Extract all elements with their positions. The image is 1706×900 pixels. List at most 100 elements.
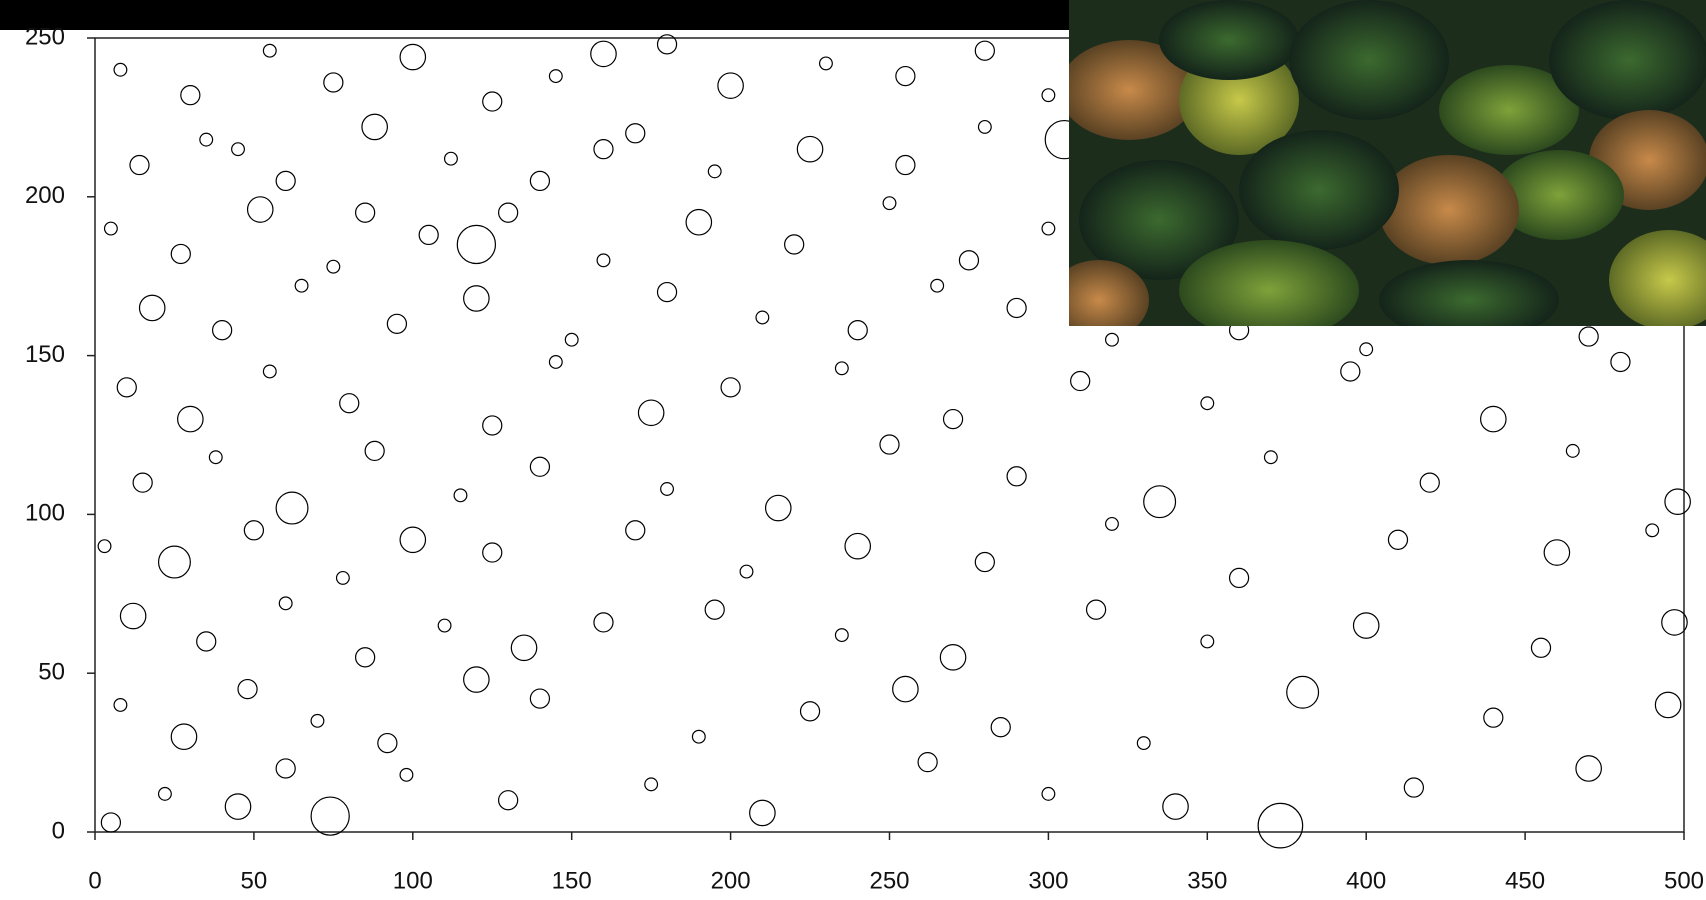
tree-crown bbox=[419, 225, 438, 244]
x-tick-label: 300 bbox=[1028, 867, 1068, 894]
tree-crown bbox=[159, 546, 191, 578]
x-tick-label: 250 bbox=[869, 867, 909, 894]
tree-crown bbox=[594, 140, 613, 159]
tree-crown bbox=[120, 603, 145, 628]
tree-crown bbox=[483, 92, 502, 111]
tree-crown bbox=[820, 57, 833, 70]
tree-crown bbox=[232, 143, 245, 156]
x-tick-label: 100 bbox=[393, 867, 433, 894]
tree-crown bbox=[105, 222, 118, 235]
tree-crown bbox=[718, 73, 743, 98]
tree-crown bbox=[594, 613, 613, 632]
tree-crown bbox=[750, 800, 775, 825]
tree-crown bbox=[276, 492, 308, 524]
tree-crown bbox=[785, 235, 804, 254]
tree-crown bbox=[1230, 568, 1249, 587]
page: 0501001502002500501001502002503003504004… bbox=[0, 0, 1706, 900]
tree-crown bbox=[263, 365, 276, 378]
tree-crown bbox=[1579, 327, 1598, 346]
tree-crown bbox=[324, 73, 343, 92]
tree-crown bbox=[848, 321, 867, 340]
tree-crown bbox=[276, 171, 295, 190]
tree-crown bbox=[1544, 540, 1569, 565]
tree-crown bbox=[1042, 89, 1055, 102]
tree-crown bbox=[438, 619, 451, 632]
tree-crown bbox=[797, 136, 822, 161]
tree-crown bbox=[225, 794, 250, 819]
tree-crown bbox=[197, 632, 216, 651]
tree-crown bbox=[400, 44, 425, 69]
tree-crown bbox=[114, 63, 127, 76]
tree-crown bbox=[387, 314, 406, 333]
tree-crown bbox=[530, 689, 549, 708]
tree-crown bbox=[1007, 467, 1026, 486]
tree-crown bbox=[896, 156, 915, 175]
tree-crown bbox=[1087, 600, 1106, 619]
tree-crown bbox=[1144, 486, 1176, 518]
tree-crown bbox=[918, 753, 937, 772]
tree-crown bbox=[549, 356, 562, 369]
tree-crown bbox=[263, 44, 276, 57]
tree-crown bbox=[801, 702, 820, 721]
x-tick-label: 500 bbox=[1664, 867, 1704, 894]
tree-crown bbox=[101, 813, 120, 832]
tree-crown bbox=[457, 225, 495, 263]
tree-crown bbox=[931, 279, 944, 292]
tree-crown bbox=[835, 629, 848, 642]
tree-crown bbox=[1341, 362, 1360, 381]
tree-crown bbox=[139, 295, 164, 320]
tree-crown bbox=[705, 600, 724, 619]
tree-crown bbox=[181, 86, 200, 105]
tree-crown bbox=[311, 714, 324, 727]
x-tick-label: 400 bbox=[1346, 867, 1386, 894]
tree-crown bbox=[454, 489, 467, 502]
tree-crown bbox=[845, 533, 870, 558]
tree-crown bbox=[658, 283, 677, 302]
tree-crown bbox=[944, 410, 963, 429]
tree-crown bbox=[1007, 298, 1026, 317]
tree-crown bbox=[499, 791, 518, 810]
tree-crown bbox=[975, 553, 994, 572]
tree-crown bbox=[530, 457, 549, 476]
tree-crown bbox=[978, 121, 991, 134]
tree-crown bbox=[337, 572, 350, 585]
tree-crown bbox=[1353, 613, 1378, 638]
tree-crown bbox=[1137, 737, 1150, 750]
tree-crown bbox=[721, 378, 740, 397]
tree-crown bbox=[1566, 445, 1579, 458]
tree-crown bbox=[244, 521, 263, 540]
tree-crown bbox=[171, 244, 190, 263]
tree-crown bbox=[483, 416, 502, 435]
y-tick-label: 250 bbox=[25, 23, 65, 50]
tree-crown bbox=[356, 648, 375, 667]
x-tick-label: 150 bbox=[552, 867, 592, 894]
x-tick-label: 350 bbox=[1187, 867, 1227, 894]
tree-crown bbox=[530, 171, 549, 190]
tree-crown bbox=[880, 435, 899, 454]
tree-crown bbox=[883, 197, 896, 210]
tree-crown bbox=[1388, 530, 1407, 549]
tree-crown bbox=[1404, 778, 1423, 797]
tree-crown bbox=[511, 635, 536, 660]
tree-crown bbox=[626, 521, 645, 540]
tree-crown bbox=[940, 645, 965, 670]
tree-crown bbox=[114, 699, 127, 712]
tree-crown bbox=[1531, 638, 1550, 657]
y-tick-label: 50 bbox=[38, 659, 65, 686]
x-tick-label: 200 bbox=[711, 867, 751, 894]
tree-crown bbox=[686, 209, 711, 234]
tree-crown bbox=[445, 152, 458, 165]
tree-crown bbox=[708, 165, 721, 178]
tree-crown bbox=[362, 114, 387, 139]
tree-crown bbox=[171, 724, 196, 749]
tree-crown bbox=[159, 788, 172, 801]
tree-crown bbox=[597, 254, 610, 267]
tree-crown bbox=[1201, 397, 1214, 410]
tree-crown bbox=[133, 473, 152, 492]
tree-crown bbox=[1360, 343, 1373, 356]
tree-crown bbox=[340, 394, 359, 413]
tree-crown bbox=[1071, 371, 1090, 390]
tree-crown bbox=[1106, 518, 1119, 531]
tree-crown bbox=[400, 527, 425, 552]
y-tick-label: 150 bbox=[25, 341, 65, 368]
